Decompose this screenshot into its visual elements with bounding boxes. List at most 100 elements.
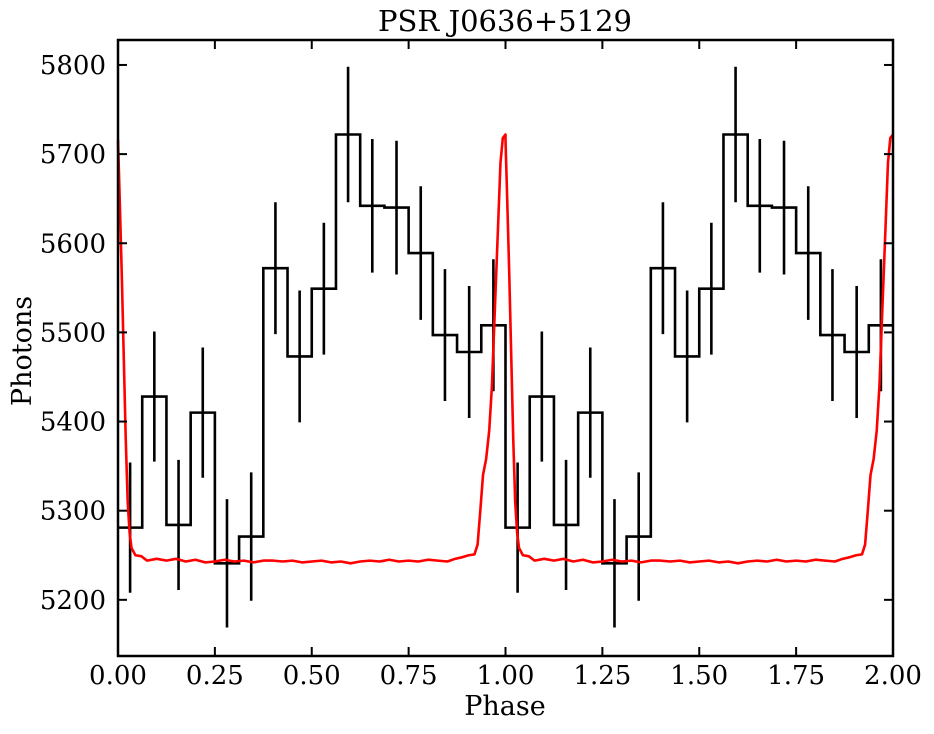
model-point (824, 560, 826, 562)
model-point (282, 560, 284, 563)
model-point (437, 560, 439, 562)
model-point (291, 560, 293, 562)
x-tick-label: 1.00 (477, 661, 535, 691)
model-point (855, 554, 857, 556)
model-point (756, 560, 758, 562)
model-point (125, 438, 127, 440)
x-tick-label: 0.75 (380, 661, 438, 691)
y-tick-label: 5200 (40, 586, 106, 616)
model-point (630, 560, 633, 562)
model-point (881, 313, 883, 316)
x-tick-label: 2.00 (864, 661, 922, 691)
model-point (388, 559, 390, 561)
model-point (873, 458, 875, 460)
model-point (129, 532, 131, 534)
model-point (543, 558, 545, 560)
model-point (869, 474, 872, 476)
x-tick-label: 1.75 (767, 661, 825, 691)
model-point (320, 560, 323, 562)
y-tick-label: 5300 (40, 497, 106, 527)
plot-area (116, 66, 895, 628)
model-point (785, 560, 788, 563)
y-tick-label: 5600 (40, 229, 106, 259)
model-point (563, 558, 565, 560)
model-point (398, 560, 400, 563)
y-tick-label: 5700 (40, 140, 106, 170)
model-point (592, 561, 594, 564)
model-point (776, 559, 778, 561)
model-point (497, 233, 499, 235)
model-point (867, 510, 869, 512)
model-point (175, 558, 177, 560)
model-point (130, 547, 133, 549)
x-tick-label: 0.25 (186, 661, 244, 691)
model-point (185, 560, 187, 563)
model-point (468, 554, 470, 556)
model-point (621, 560, 623, 563)
model-point (553, 560, 555, 562)
model-point (679, 560, 681, 562)
y-tick-label: 5500 (40, 318, 106, 348)
model-point (146, 560, 148, 562)
y-axis-label: Photons (7, 296, 38, 406)
model-point (473, 553, 476, 555)
model-point (876, 429, 878, 432)
model-point (123, 358, 125, 360)
model-point (510, 358, 512, 360)
model-point (369, 560, 371, 562)
model-point (659, 560, 662, 562)
model-point (140, 555, 142, 557)
model-point (119, 206, 121, 209)
chart-title: PSR J0636+5129 (378, 4, 632, 38)
model-point (766, 560, 768, 563)
model-point (887, 162, 889, 164)
model-point (834, 560, 836, 563)
model-point (582, 559, 584, 561)
model-point (454, 558, 456, 560)
model-point (737, 562, 739, 564)
model-point (121, 278, 123, 280)
y-tick-label: 5400 (40, 408, 106, 438)
model-point (508, 278, 510, 280)
model-point (688, 561, 691, 564)
model-point (165, 560, 168, 562)
model-point (878, 385, 881, 387)
histogram-step-line (118, 133, 893, 565)
model-point (272, 560, 274, 562)
model-point (814, 559, 817, 561)
model-point (446, 560, 448, 563)
model-point (516, 532, 518, 534)
model-point (408, 560, 410, 562)
x-tick-label: 1.50 (670, 661, 728, 691)
model-curve-line (116, 133, 895, 565)
model-point (311, 560, 313, 563)
model-point (698, 560, 700, 563)
model-point (477, 543, 479, 546)
model-point (233, 560, 235, 563)
model-point (601, 560, 603, 563)
model-point (842, 558, 844, 560)
axis-ticks: 0.00 0.25 0.50 0.75 1.00 1.25 1.50 1.75 2.00 5200… (40, 40, 922, 691)
model-point (504, 139, 507, 141)
model-point (194, 559, 197, 561)
model-point (134, 554, 137, 556)
model-point (504, 133, 507, 136)
model-point (349, 562, 352, 564)
model-point (747, 560, 749, 563)
model-point (502, 137, 504, 139)
x-tick-label: 1.25 (573, 661, 631, 691)
model-point (518, 547, 520, 549)
model-point (301, 561, 303, 564)
model-point (611, 559, 613, 561)
model-point (378, 560, 381, 563)
model-point (243, 560, 245, 562)
model-point (494, 313, 496, 316)
model-point (330, 561, 332, 564)
model-point (223, 559, 226, 561)
model-point (708, 560, 710, 562)
model-point (795, 560, 797, 562)
x-tick-label: 0.50 (283, 661, 341, 691)
model-point (864, 543, 866, 546)
